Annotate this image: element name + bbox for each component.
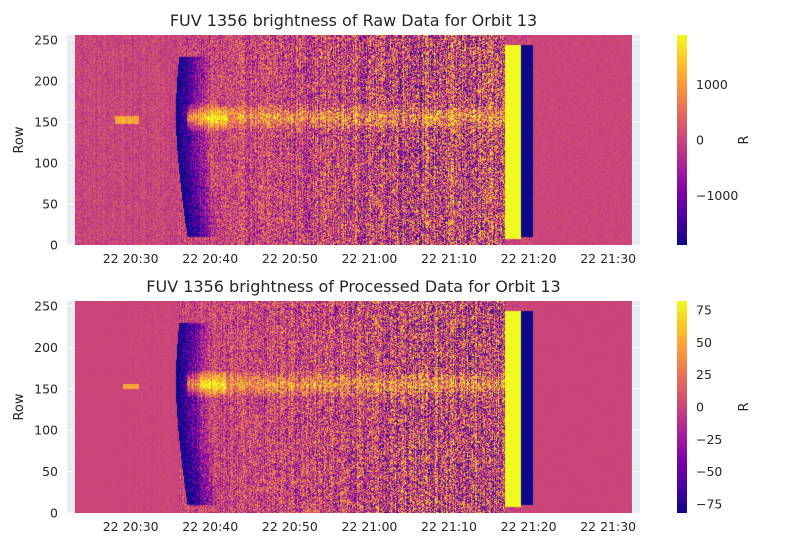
y-tick-label: 200 (34, 340, 58, 355)
y-tick-label: 250 (34, 298, 58, 313)
y-tick-label: 100 (34, 155, 58, 170)
colorbar-tick-label: 50 (696, 335, 712, 350)
y-tick-label: 0 (50, 506, 58, 521)
heatmap-image (74, 301, 632, 513)
y-tick-label: 50 (42, 196, 58, 211)
colorbar-label: R (737, 402, 752, 411)
heatmap-image (74, 35, 632, 245)
chart-panel-2: FUV 1356 brightness of Processed Data fo… (12, 277, 752, 534)
y-tick-label: 250 (34, 32, 58, 47)
colorbar-gradient (677, 35, 687, 245)
chart-panel-1: FUV 1356 brightness of Raw Data for Orbi… (12, 11, 752, 266)
chart-title: FUV 1356 brightness of Processed Data fo… (146, 277, 560, 296)
colorbar-tick-label: −25 (696, 432, 722, 447)
y-tick-label: 200 (34, 73, 58, 88)
colorbar: 1000 0 −1000 R (677, 35, 752, 245)
colorbar-tick-label: −1000 (696, 188, 738, 203)
x-tick-label: 22 20:40 (182, 251, 238, 266)
x-tick-label: 22 20:50 (262, 519, 318, 534)
y-tick-label: 0 (50, 238, 58, 253)
y-tick-label: 50 (42, 464, 58, 479)
y-axis-label: Row (12, 126, 27, 153)
colorbar: 75 50 25 0 −25 −50 −75 R (677, 301, 752, 513)
x-tick-label: 22 21:30 (580, 251, 636, 266)
y-tick-label: 150 (34, 381, 58, 396)
colorbar-tick-label: 1000 (696, 77, 728, 92)
colorbar-label: R (737, 135, 752, 144)
chart-title: FUV 1356 brightness of Raw Data for Orbi… (170, 11, 537, 30)
x-tick-label: 22 21:10 (421, 251, 477, 266)
x-tick-label: 22 20:50 (262, 251, 318, 266)
x-tick-label: 22 21:20 (501, 519, 557, 534)
colorbar-tick-label: −50 (696, 464, 722, 479)
x-tick-label: 22 20:30 (103, 251, 159, 266)
colorbar-tick-label: 75 (696, 303, 712, 318)
y-tick-label: 150 (34, 114, 58, 129)
y-axis-label: Row (12, 393, 27, 420)
colorbar-tick-label: 0 (696, 400, 704, 415)
colorbar-gradient (677, 301, 687, 513)
y-tick-label: 100 (34, 423, 58, 438)
x-tick-label: 22 21:00 (341, 251, 397, 266)
x-tick-label: 22 20:40 (182, 519, 238, 534)
colorbar-tick-label: 25 (696, 367, 712, 382)
x-tick-label: 22 20:30 (103, 519, 159, 534)
x-tick-label: 22 21:20 (501, 251, 557, 266)
x-tick-label: 22 21:10 (421, 519, 477, 534)
x-tick-label: 22 21:00 (341, 519, 397, 534)
colorbar-tick-label: 0 (696, 133, 704, 148)
colorbar-tick-label: −75 (696, 496, 722, 511)
x-tick-label: 22 21:30 (580, 519, 636, 534)
